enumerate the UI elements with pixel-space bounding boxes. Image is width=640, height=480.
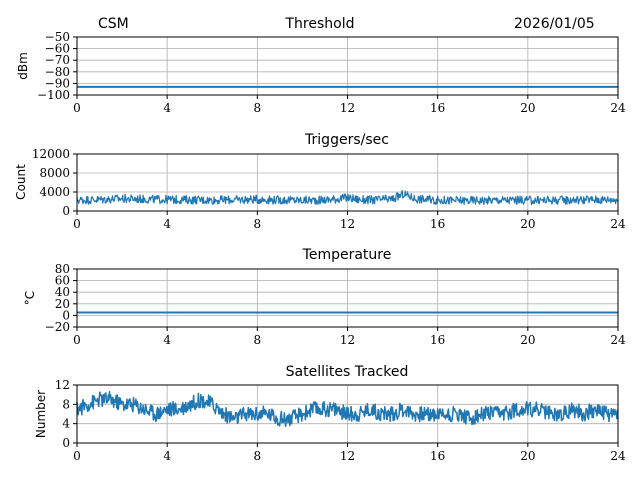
y-axis-label: °C [23,291,37,305]
y-axis-label: dBm [16,52,30,80]
y-tick-label: −20 [45,320,70,334]
x-tick-label: 0 [73,217,81,231]
x-tick-label: 4 [163,333,171,347]
panel-title: Temperature [302,247,392,263]
y-tick-label: 4000 [39,185,70,199]
x-tick-label: 16 [430,217,445,231]
y-tick-label: 0 [62,436,70,450]
y-axis-label: Number [34,390,48,438]
y-tick-label: 12000 [32,147,70,161]
y-tick-label: 0 [62,308,70,322]
x-tick-label: 4 [163,217,171,231]
x-tick-label: 8 [254,101,262,115]
x-tick-label: 16 [430,101,445,115]
x-tick-label: 16 [430,449,445,463]
x-tick-label: 12 [340,217,355,231]
x-tick-label: 16 [430,333,445,347]
y-tick-label: −100 [37,88,70,102]
x-tick-label: 4 [163,449,171,463]
y-tick-label: −50 [45,30,70,44]
y-tick-label: 80 [55,262,70,276]
y-tick-label: −90 [45,76,70,90]
panel-triggers: Triggers/sec Count 0 4 8 12 16 20 24 0 4000 8000 1… [14,132,626,231]
x-tick-label: 8 [254,449,262,463]
x-tick-label: 24 [610,101,626,115]
x-tick-label: 24 [610,333,626,347]
x-tick-label: 12 [340,449,355,463]
x-tick-label: 0 [73,449,81,463]
y-tick-label: 0 [62,204,70,218]
x-tick-label: 24 [610,217,626,231]
x-tick-label: 4 [163,101,171,115]
x-tick-label: 20 [520,217,535,231]
x-tick-label: 20 [520,101,535,115]
series-line [76,391,619,427]
panel-title: Satellites Tracked [286,364,409,380]
y-tick-label: 4 [62,417,70,431]
x-tick-label: 8 [254,217,262,231]
panel-threshold: Threshold dBm 0 4 8 12 16 20 24 −100−90−80−70−6… [16,16,626,115]
x-tick-label: 20 [520,333,535,347]
y-tick-label: 40 [55,285,70,299]
series-line [76,190,619,206]
x-tick-label: 12 [340,101,355,115]
y-tick-label: −70 [45,53,70,67]
header-right-date: 2026/01/05 [514,16,595,32]
x-tick-label: 12 [340,333,355,347]
y-tick-label: −60 [45,42,70,56]
y-tick-label: 8000 [39,166,70,180]
x-tick-label: 0 [73,101,81,115]
y-tick-label: 12 [55,378,70,392]
x-tick-label: 24 [610,449,626,463]
panel-satellites: Satellites Tracked Number 0 4 8 12 16 20 24 0 4 8… [34,364,626,463]
x-tick-label: 8 [254,333,262,347]
panel-title: Threshold [285,16,355,32]
panel-title: Triggers/sec [304,132,389,148]
y-tick-label: 8 [62,397,70,411]
y-tick-label: −80 [45,65,70,79]
header-left-label: CSM [98,16,129,32]
x-tick-label: 20 [520,449,535,463]
y-tick-label: 60 [55,274,70,288]
x-tick-label: 0 [73,333,81,347]
y-tick-label: 20 [55,297,70,311]
y-axis-label: Count [14,164,28,200]
